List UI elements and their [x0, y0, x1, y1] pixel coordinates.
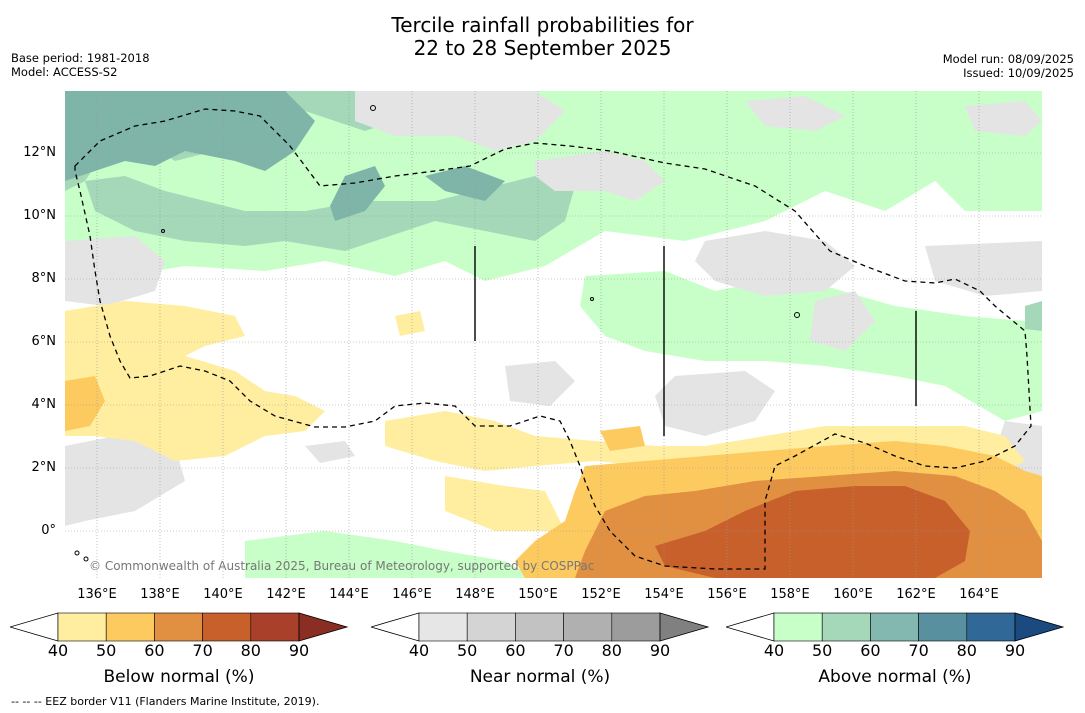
near-normal-50-region	[65, 91, 1042, 526]
colorbar-tick-label: 50	[812, 641, 833, 660]
below-normal-title: Below normal (%)	[103, 667, 255, 687]
lon-label: 156°E	[707, 587, 747, 602]
lon-label: 142°E	[266, 587, 306, 602]
map-gridlines	[65, 91, 1042, 578]
colorbar-tick-label: 60	[505, 641, 526, 660]
lat-label: 6°N	[31, 334, 57, 349]
lon-label: 146°E	[392, 587, 432, 602]
colorbar-segment	[870, 612, 919, 642]
island-marker	[161, 229, 165, 233]
colorbar-segment	[418, 612, 468, 642]
colorbar-tick-label: 60	[860, 641, 881, 660]
colorbar-segment	[821, 612, 871, 642]
lat-label: 2°N	[31, 460, 57, 475]
lon-label: 152°E	[581, 587, 621, 602]
colorbar-tick-label: 70	[908, 641, 929, 660]
lat-label: 4°N	[31, 397, 57, 412]
lon-label: 158°E	[770, 587, 810, 602]
colorbar-segment	[250, 612, 300, 642]
island-marker	[590, 297, 594, 301]
model-name: Model: ACCESS-S2	[11, 65, 118, 79]
colorbar-tick-label: 70	[192, 641, 213, 660]
colorbar-tick-label: 50	[96, 641, 117, 660]
colorbar-segment	[57, 612, 107, 642]
above-normal-70-region	[65, 91, 505, 221]
base-period: Base period: 1981-2018	[11, 51, 150, 65]
issued-date: Issued: 10/09/2025	[963, 66, 1074, 80]
lon-label: 164°E	[959, 587, 999, 602]
lon-label: 150°E	[518, 587, 558, 602]
near-normal-colorbar	[371, 612, 710, 642]
lon-label: 154°E	[644, 587, 684, 602]
lat-label: 8°N	[31, 271, 57, 286]
colorbar-segment	[563, 612, 613, 642]
island-marker	[794, 312, 800, 318]
lon-label: 160°E	[833, 587, 873, 602]
islands	[74, 105, 800, 562]
colorbar-tick-label: 80	[601, 641, 622, 660]
chart-title: Tercile rainfall probabilities for 22 to…	[0, 14, 1085, 60]
copyright-credit: © Commonwealth of Australia 2025, Bureau…	[89, 559, 594, 573]
colorbar-tick-label: 90	[288, 641, 310, 660]
colorbar-tick-label: 40	[763, 641, 785, 660]
colorbar-extend-high	[298, 612, 349, 642]
colorbar-segment	[918, 612, 968, 642]
lon-label: 136°E	[77, 587, 117, 602]
colorbar-extend-low	[726, 612, 775, 642]
colorbar-tick-label: 40	[47, 641, 69, 660]
lat-label: 0°	[41, 523, 56, 538]
lon-label: 140°E	[203, 587, 243, 602]
title-line-1: Tercile rainfall probabilities for	[391, 13, 694, 37]
eez-solid-segments	[474, 246, 917, 436]
near-normal-title: Near normal (%)	[469, 667, 611, 687]
colorbar-tick-label: 50	[457, 641, 478, 660]
title-line-2: 22 to 28 September 2025	[413, 36, 672, 60]
lon-label: 144°E	[329, 587, 369, 602]
colorbar-extend-high	[1014, 612, 1065, 642]
colorbar-tick-label: 90	[1004, 641, 1026, 660]
colorbar-extend-low	[371, 612, 420, 642]
lon-label: 138°E	[140, 587, 180, 602]
colorbar-extend-low	[10, 612, 59, 642]
meta-left: Base period: 1981-2018 Model: ACCESS-S2	[11, 51, 150, 79]
colorbar-segment	[611, 612, 661, 642]
colorbar-extend-high	[659, 612, 710, 642]
lon-label: 148°E	[455, 587, 495, 602]
colorbar-segment	[105, 612, 155, 642]
lat-label: 10°N	[23, 208, 56, 223]
colorbar-tick-label: 80	[956, 641, 977, 660]
colorbar-segment	[154, 612, 203, 642]
above-normal-title: Above normal (%)	[818, 667, 972, 687]
colorbar-segment	[966, 612, 1016, 642]
below-normal-80-region	[655, 486, 970, 578]
colorbar-segment	[515, 612, 564, 642]
colorbar-tick-label: 90	[649, 641, 671, 660]
model-run: Model run: 08/09/2025	[942, 52, 1074, 66]
colorbar-segment	[773, 612, 823, 642]
probability-map: © Commonwealth of Australia 2025, Bureau…	[65, 91, 1042, 578]
meta-right: Model run: 08/09/2025 Issued: 10/09/2025	[943, 52, 1074, 80]
above-normal-colorbar	[726, 612, 1065, 642]
colorbar-segment	[202, 612, 252, 642]
colorbar-tick-label: 60	[144, 641, 165, 660]
island-marker	[83, 556, 89, 562]
eez-footnote: -- -- -- EEZ border V11 (Flanders Marine…	[11, 695, 320, 708]
lon-label: 162°E	[896, 587, 936, 602]
island-marker	[370, 105, 376, 111]
below-normal-colorbar	[10, 612, 349, 642]
colorbar-tick-label: 70	[553, 641, 574, 660]
island-marker	[74, 550, 80, 556]
colorbar-segment	[466, 612, 516, 642]
colorbar-tick-label: 40	[408, 641, 430, 660]
colorbar-tick-label: 80	[240, 641, 261, 660]
lat-label: 12°N	[23, 145, 56, 160]
